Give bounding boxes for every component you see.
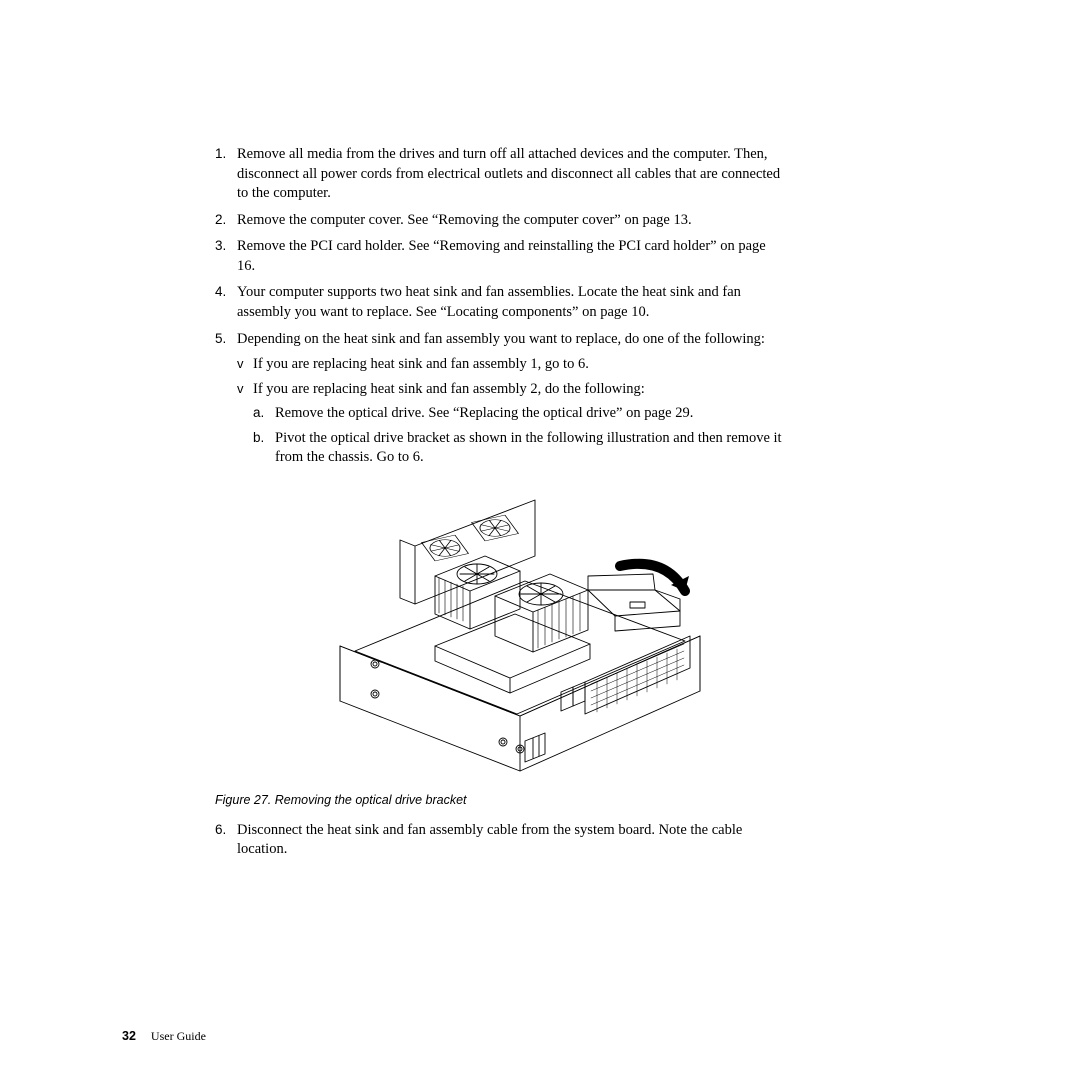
computer-chassis-illustration xyxy=(285,486,715,781)
bullet-glyph: v xyxy=(237,380,244,398)
step-6: 6. Disconnect the heat sink and fan asse… xyxy=(215,821,785,860)
step-number: 5. xyxy=(215,330,226,348)
figure-caption: Figure 27. Removing the optical drive br… xyxy=(215,793,785,807)
figure-27 xyxy=(215,486,785,781)
step-2: 2. Remove the computer cover. See “Remov… xyxy=(215,211,785,231)
alpha-label: b. xyxy=(253,429,264,447)
bullet-text: If you are replacing heat sink and fan a… xyxy=(253,356,589,372)
step-number: 4. xyxy=(215,283,226,301)
page-footer: 32 User Guide xyxy=(122,1029,206,1044)
page-number: 32 xyxy=(122,1029,136,1043)
bullet-glyph: v xyxy=(237,355,244,373)
step-4: 4. Your computer supports two heat sink … xyxy=(215,283,785,322)
main-ordered-list-continued: 6. Disconnect the heat sink and fan asse… xyxy=(215,821,785,860)
step-number: 3. xyxy=(215,237,226,255)
step-number: 2. xyxy=(215,211,226,229)
page-content: 1. Remove all media from the drives and … xyxy=(215,145,785,867)
bullet-item-1: v If you are replacing heat sink and fan… xyxy=(237,355,785,375)
bullet-item-2: v If you are replacing heat sink and fan… xyxy=(237,380,785,468)
alpha-item-b: b. Pivot the optical drive bracket as sh… xyxy=(253,429,785,468)
alpha-label: a. xyxy=(253,404,264,422)
step-text: Remove the PCI card holder. See “Removin… xyxy=(237,238,766,274)
step-number: 6. xyxy=(215,821,226,839)
step-1: 1. Remove all media from the drives and … xyxy=(215,145,785,204)
step-text: Remove the computer cover. See “Removing… xyxy=(237,212,692,228)
step-text: Your computer supports two heat sink and… xyxy=(237,284,741,320)
bullet-text: If you are replacing heat sink and fan a… xyxy=(253,381,645,397)
alpha-text: Remove the optical drive. See “Replacing… xyxy=(275,405,693,421)
alpha-item-a: a. Remove the optical drive. See “Replac… xyxy=(253,404,785,424)
step-5: 5. Depending on the heat sink and fan as… xyxy=(215,330,785,468)
alpha-text: Pivot the optical drive bracket as shown… xyxy=(275,430,782,466)
footer-label: User Guide xyxy=(151,1029,206,1043)
step-text: Remove all media from the drives and tur… xyxy=(237,146,780,201)
sub-bullet-list: v If you are replacing heat sink and fan… xyxy=(237,355,785,468)
step-3: 3. Remove the PCI card holder. See “Remo… xyxy=(215,237,785,276)
alpha-ordered-list: a. Remove the optical drive. See “Replac… xyxy=(253,404,785,468)
step-text: Disconnect the heat sink and fan assembl… xyxy=(237,822,742,858)
main-ordered-list: 1. Remove all media from the drives and … xyxy=(215,145,785,468)
step-text: Depending on the heat sink and fan assem… xyxy=(237,331,765,347)
step-number: 1. xyxy=(215,145,226,163)
